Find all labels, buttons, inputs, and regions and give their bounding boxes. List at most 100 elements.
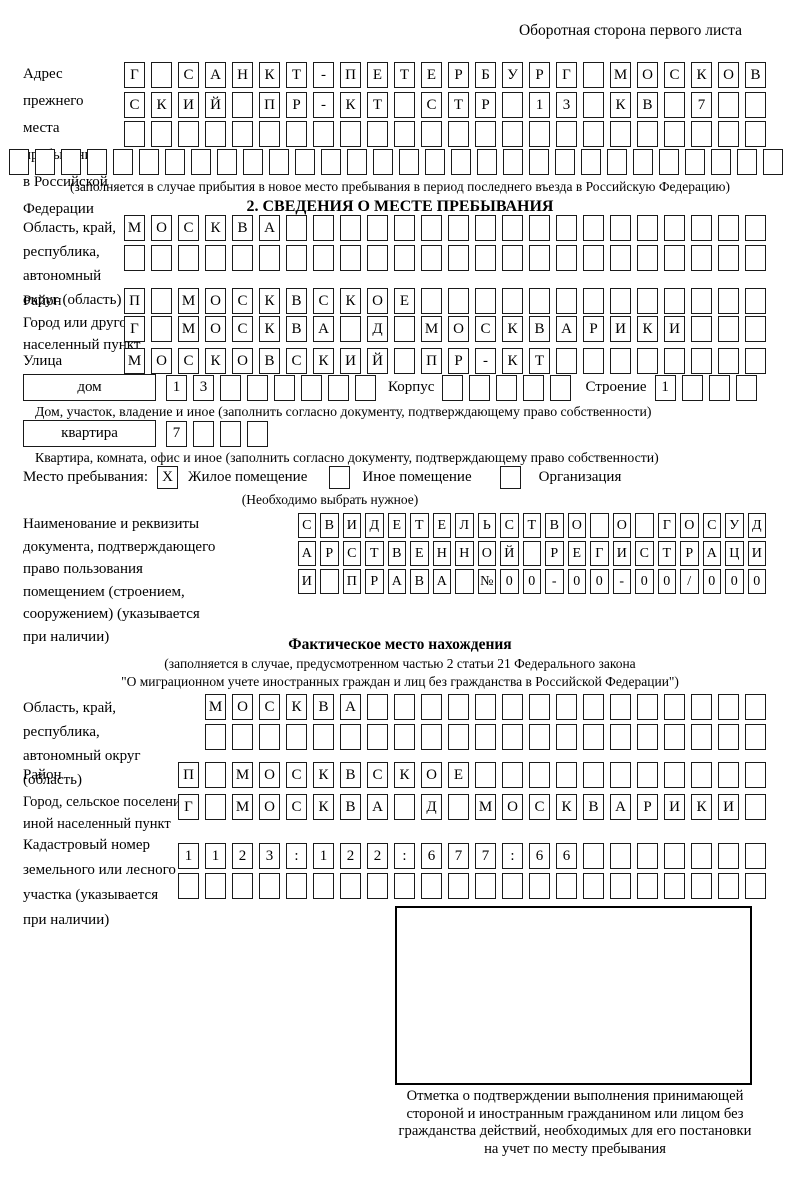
char-cell: В xyxy=(529,316,550,342)
char-cell: О xyxy=(718,62,739,88)
char-cell: К xyxy=(259,316,280,342)
char-cell xyxy=(745,121,766,147)
char-cell: М xyxy=(178,288,199,314)
char-cell: И xyxy=(178,92,199,118)
doc-label: Наименование и реквизиты документа, подт… xyxy=(23,516,216,645)
char-cell xyxy=(421,121,442,147)
char-cell xyxy=(243,149,263,175)
char-cell xyxy=(475,121,496,147)
char-cell xyxy=(475,724,496,750)
char-cell xyxy=(394,92,415,118)
char-cell xyxy=(637,694,658,720)
char-cell xyxy=(583,62,604,88)
char-cell: 0 xyxy=(522,569,541,594)
char-cell: С xyxy=(475,316,496,342)
char-cell: К xyxy=(691,62,712,88)
char-cell xyxy=(151,121,172,147)
char-cell: И xyxy=(340,348,361,374)
char-cell: 7 xyxy=(448,843,469,869)
char-cell: Д xyxy=(365,513,384,538)
char-cell: Г xyxy=(124,62,145,88)
char-cell: В xyxy=(313,694,334,720)
char-cell xyxy=(745,762,766,788)
section2-title: 2. СВЕДЕНИЯ О МЕСТЕ ПРЕБЫВАНИЯ xyxy=(246,198,554,215)
char-cell xyxy=(718,694,739,720)
char-cell: В xyxy=(545,513,564,538)
char-cell xyxy=(421,724,442,750)
char-cell xyxy=(313,121,334,147)
char-cell xyxy=(735,374,757,401)
char-cell xyxy=(496,374,518,401)
char-cell xyxy=(301,374,322,401)
char-cell: А xyxy=(205,62,226,88)
char-cell xyxy=(610,215,631,241)
char-cell: О xyxy=(680,513,699,538)
char-cell xyxy=(664,843,685,869)
char-cell: А xyxy=(702,541,721,566)
char-cell xyxy=(220,374,241,401)
char-cell xyxy=(637,724,658,750)
char-cell xyxy=(394,316,415,342)
char-cell xyxy=(610,843,631,869)
char-cell xyxy=(664,121,685,147)
char-cell xyxy=(475,288,496,314)
char-cell xyxy=(205,724,226,750)
char-cell xyxy=(340,121,361,147)
char-cell xyxy=(87,149,107,175)
char-cell xyxy=(523,374,545,401)
char-cell: И xyxy=(612,541,631,566)
char-cell xyxy=(691,762,712,788)
char-cell xyxy=(637,215,658,241)
option-label-inoe: Иное помещение xyxy=(362,469,472,485)
char-cell: К xyxy=(340,92,361,118)
char-cell xyxy=(259,873,280,899)
char-cell xyxy=(355,374,376,401)
char-cell xyxy=(635,513,654,538)
char-cell xyxy=(637,762,658,788)
char-cell xyxy=(556,215,577,241)
char-cell xyxy=(529,762,550,788)
char-cell xyxy=(448,288,469,314)
char-cell: 0 xyxy=(590,569,609,594)
char-cell xyxy=(394,694,415,720)
char-cell xyxy=(259,245,280,271)
char-cell: У xyxy=(725,513,744,538)
char-cell: А xyxy=(367,794,388,820)
char-cell: Е xyxy=(432,513,451,538)
char-cell: С xyxy=(702,513,721,538)
char-cell xyxy=(502,873,523,899)
char-cell xyxy=(763,149,783,175)
char-cell xyxy=(529,215,550,241)
char-cell xyxy=(9,149,29,175)
char-cell: К xyxy=(151,92,172,118)
char-cell: А xyxy=(259,215,280,241)
checkbox-organizaciya xyxy=(499,466,521,489)
char-cell: 7 xyxy=(166,420,187,447)
char-cell xyxy=(448,794,469,820)
char-cell xyxy=(313,245,334,271)
char-cell xyxy=(247,420,268,447)
char-cell: М xyxy=(178,316,199,342)
fact-title: Фактическое место нахождения xyxy=(288,636,512,653)
char-cell: Т xyxy=(522,513,541,538)
char-cell: В xyxy=(387,541,406,566)
char-cell xyxy=(556,724,577,750)
char-cell xyxy=(691,724,712,750)
char-cell xyxy=(718,873,739,899)
char-cell xyxy=(286,215,307,241)
char-cell: Р xyxy=(286,92,307,118)
char-cell: Д xyxy=(421,794,442,820)
char-cell: 0 xyxy=(567,569,586,594)
char-cell: В xyxy=(259,348,280,374)
char-cell xyxy=(274,374,295,401)
char-cell: О xyxy=(421,762,442,788)
char-cell: Н xyxy=(232,62,253,88)
char-cell: Р xyxy=(529,62,550,88)
char-cell: 3 xyxy=(556,92,577,118)
char-cell xyxy=(178,245,199,271)
char-cell xyxy=(583,288,604,314)
char-cell xyxy=(745,215,766,241)
stamp-caption: Отметка о подтверждении выполнения прини… xyxy=(398,1088,752,1157)
char-cell xyxy=(664,215,685,241)
char-cell xyxy=(718,92,739,118)
